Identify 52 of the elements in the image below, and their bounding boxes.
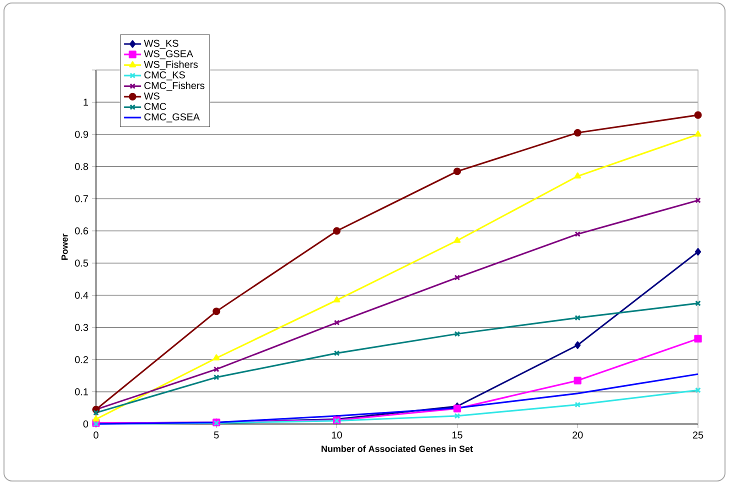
point: [334, 320, 340, 326]
point: [454, 413, 460, 419]
point: [334, 350, 340, 356]
y-tick-label: 0.8: [75, 163, 88, 170]
point: [333, 296, 340, 302]
x-tick-label: 0: [94, 432, 98, 439]
x-tick-label: 25: [692, 432, 704, 439]
point: [454, 236, 461, 243]
y-tick-label: 0.1: [75, 388, 88, 396]
point: [454, 274, 460, 280]
legend-label: WS_KS: [144, 40, 178, 49]
point: [694, 248, 702, 256]
y-tick-label: 0.6: [75, 227, 88, 234]
point: [694, 111, 702, 119]
legend-label: WS: [144, 92, 160, 100]
legend-label: CMC_KS: [144, 71, 185, 80]
point: [574, 402, 581, 408]
point: [213, 366, 220, 372]
point: [92, 415, 100, 422]
point: [574, 231, 581, 238]
x-tick-label: 5: [214, 432, 219, 438]
legend-label: CMC_GSEA: [144, 113, 200, 122]
y-tick-label: 0.9: [75, 130, 88, 138]
legend-label: CMC: [144, 102, 166, 110]
point: [574, 376, 582, 384]
point: [574, 314, 581, 321]
point: [574, 172, 582, 178]
x-tick-label: 20: [572, 432, 583, 439]
y-axis-title: Power: [62, 234, 68, 260]
y-tick-label: 0.3: [75, 324, 88, 331]
x-axis-title: Number of Associated Genes in Set: [322, 445, 473, 452]
point: [694, 334, 702, 343]
y-tick-label: 1: [84, 98, 88, 106]
legend-label: CMC_Fishers: [144, 82, 204, 91]
legend-label: WS_Fishers: [144, 60, 198, 70]
y-tick-label: 0.5: [75, 260, 88, 267]
point: [213, 354, 220, 360]
point: [454, 330, 460, 337]
point: [694, 130, 702, 137]
y-tick-label: 0.2: [75, 356, 88, 364]
x-tick-label: 10: [332, 432, 342, 439]
x-tick-label: 15: [452, 432, 462, 438]
point: [213, 374, 220, 380]
y-tick-label: 0.7: [75, 195, 88, 202]
point: [333, 227, 341, 235]
legend-label: WS_GSEA: [144, 50, 194, 60]
y-tick-label: 0: [83, 420, 88, 428]
point: [212, 308, 220, 316]
y-tick-label: 0.4: [75, 292, 88, 299]
point: [574, 341, 581, 349]
point: [453, 168, 462, 176]
point: [574, 128, 582, 137]
